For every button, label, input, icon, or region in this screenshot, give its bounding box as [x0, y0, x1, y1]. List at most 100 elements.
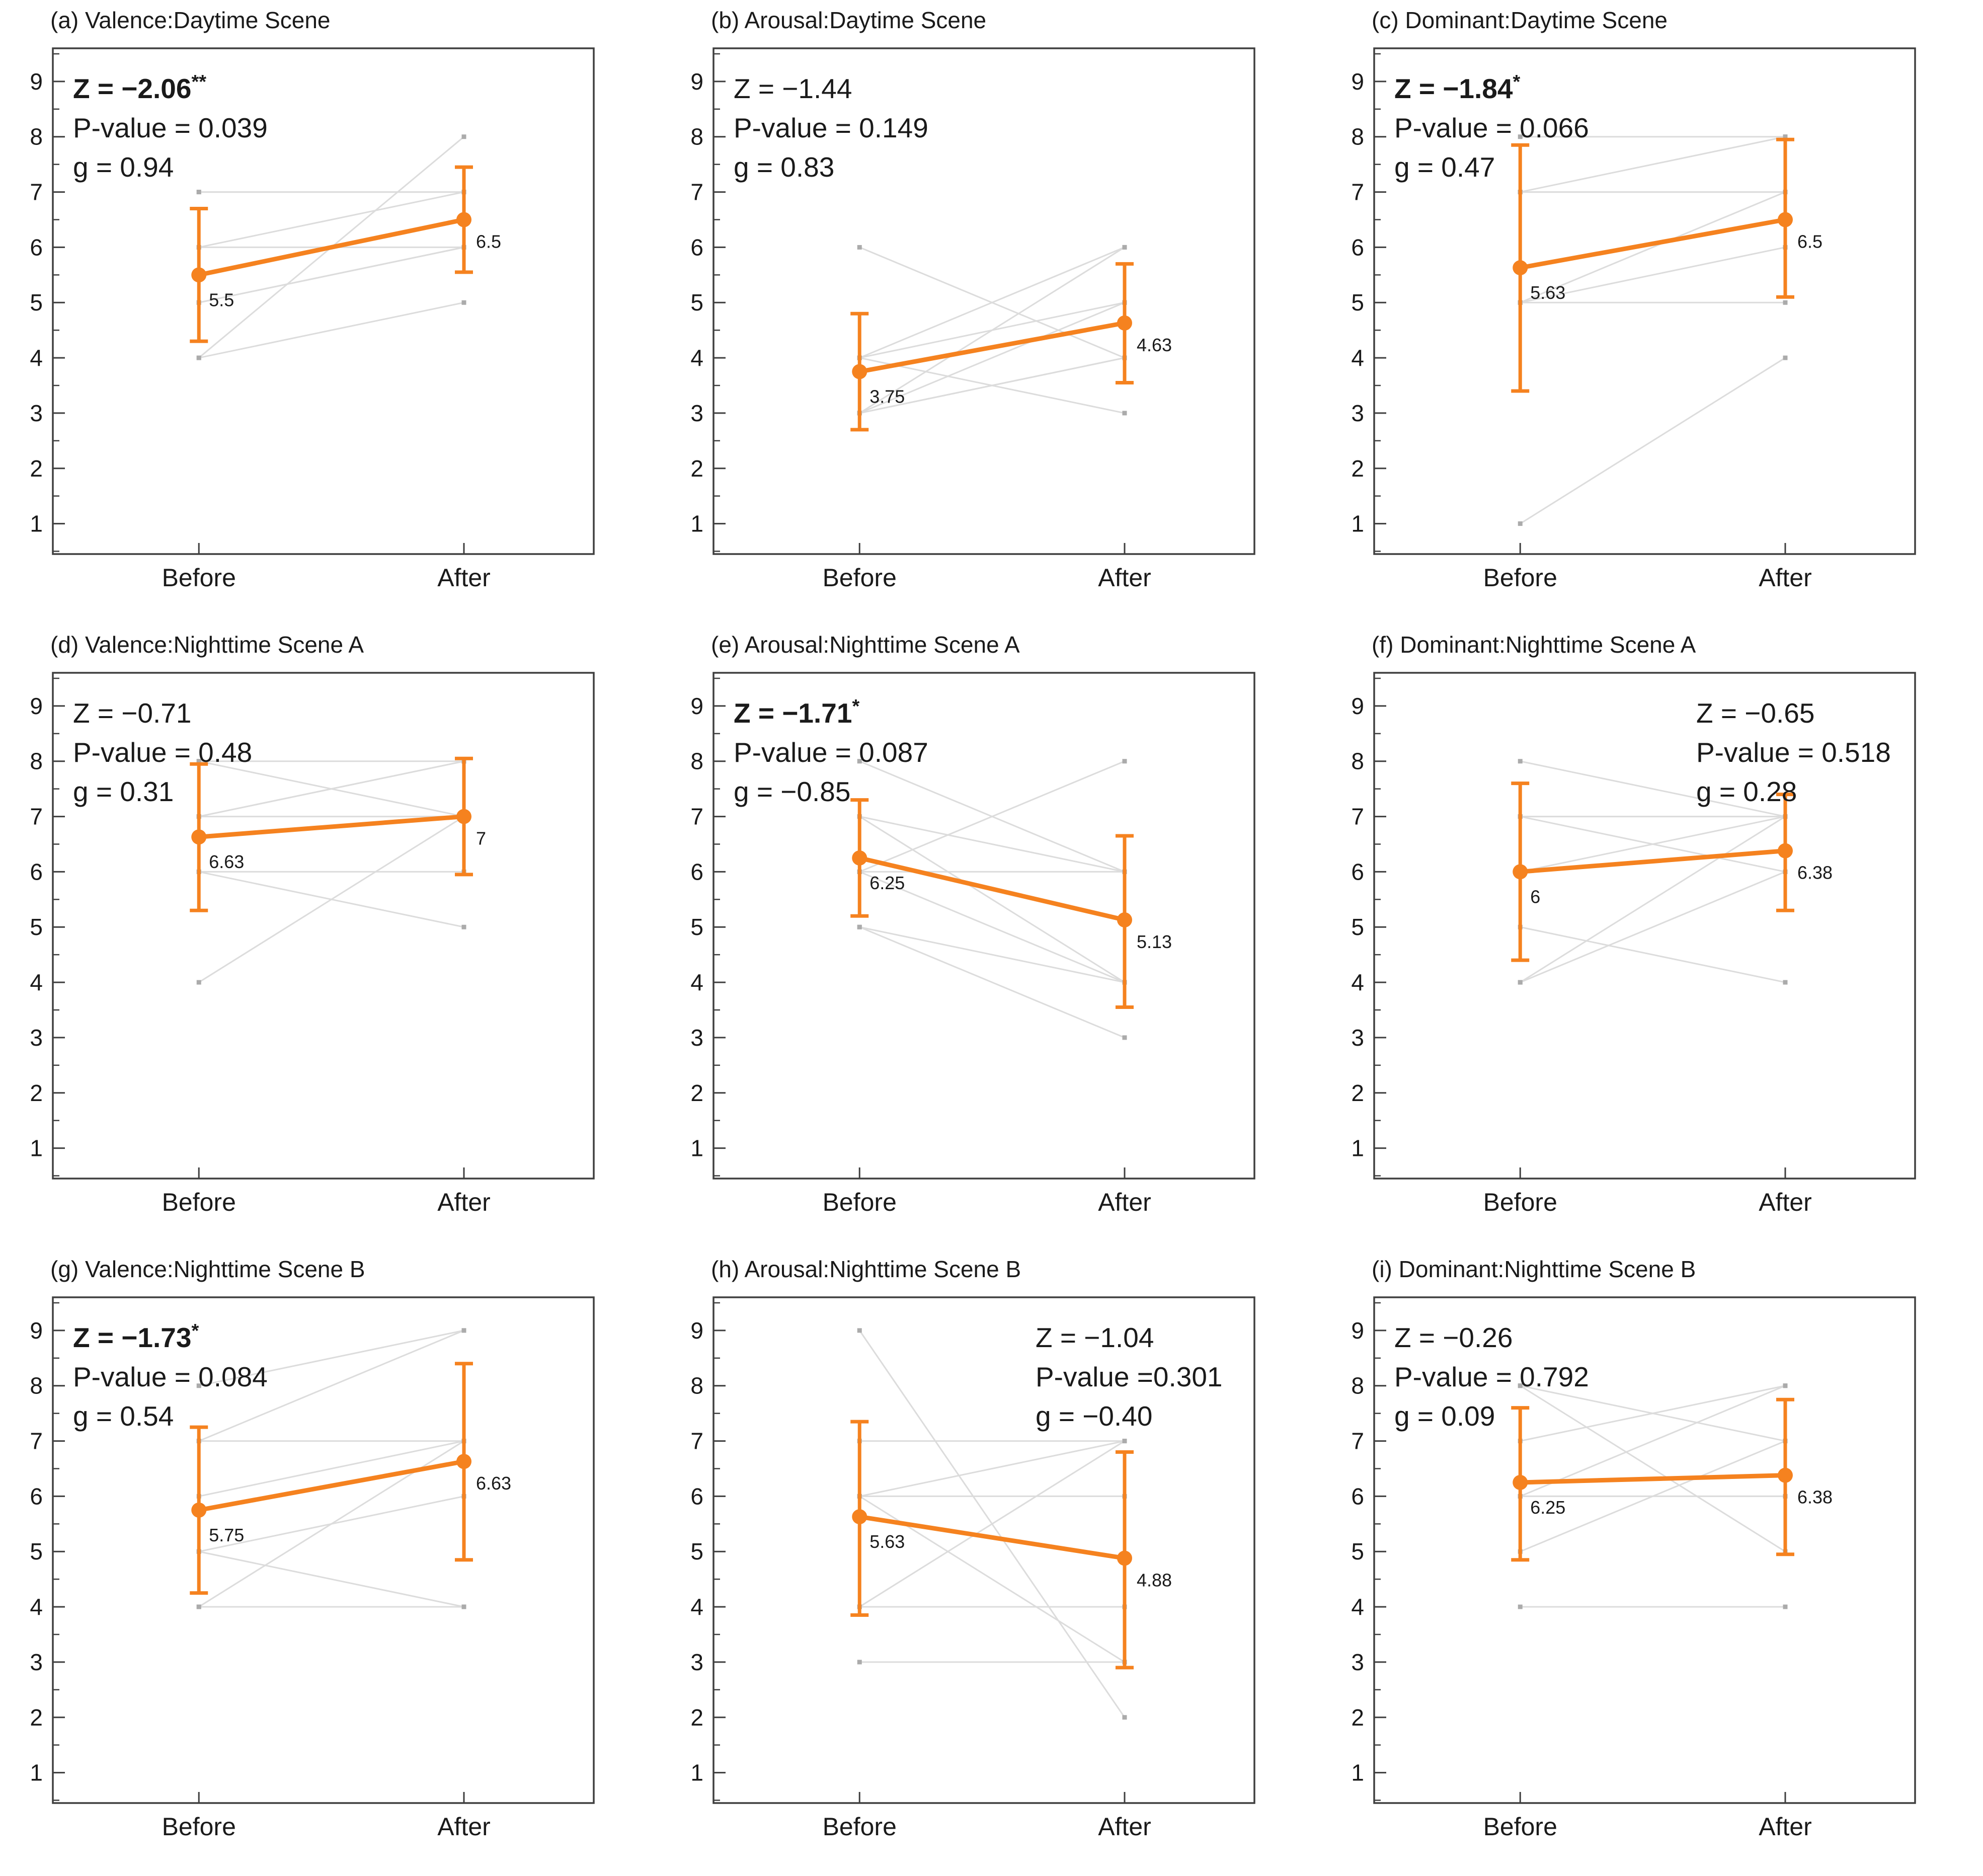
x-category-label-after: After	[1759, 1813, 1812, 1841]
y-tick-label: 3	[690, 1025, 703, 1051]
mean-line	[859, 855, 1126, 922]
mean-point-before	[191, 267, 207, 283]
y-tick-label: 5	[690, 1538, 703, 1565]
y-tick-label: 6	[30, 858, 43, 885]
individual-line	[198, 1330, 464, 1387]
mean-value-label-before: 6.63	[209, 851, 244, 872]
mean-point-before	[1513, 1474, 1528, 1490]
y-tick-label: 3	[1351, 1649, 1364, 1675]
subplot-svg-c: (c) Dominant:Daytime Scene 1 2 3 4 5 6 7 8 9 Befor…	[1351, 7, 1916, 592]
mean-value-label-after: 6.38	[1797, 1487, 1833, 1508]
individual-line	[859, 1440, 1125, 1608]
y-tick-label: 1	[1351, 1135, 1364, 1161]
subplot-svg-a: (a) Valence:Daytime Scene 1 2 3 4 5 6 7 8 9 Before…	[30, 7, 595, 592]
mean-point-before	[852, 1509, 867, 1525]
y-tick-label: 7	[1351, 1428, 1364, 1454]
mean-line	[859, 1514, 1125, 1560]
y-tick-label: 8	[690, 748, 703, 774]
individual-point-before	[1518, 759, 1523, 764]
stat-z-value: Z = −0.26	[1394, 1322, 1513, 1353]
stat-z-line: Z = −1.04	[1036, 1322, 1154, 1353]
y-tick-label: 5	[30, 289, 43, 316]
stat-z-value: Z = −2.06	[73, 73, 191, 104]
subplot-e: (e) Arousal:Nighttime Scene A 1 2 3 4 5 6 7 8 9 Be…	[661, 624, 1321, 1249]
individual-point-after	[1122, 1715, 1127, 1720]
panel-title: (h) Arousal:Nighttime Scene B	[711, 1256, 1021, 1282]
plot-frame	[712, 672, 1255, 1180]
y-tick-label: 8	[1351, 124, 1364, 150]
individual-line	[859, 926, 1125, 983]
plot-frame	[1373, 672, 1916, 1180]
individual-line	[1520, 926, 1786, 983]
stat-p-line: P-value = 0.039	[73, 112, 268, 143]
stat-z-value: Z = −1.73	[73, 1322, 191, 1353]
mean-point-before	[1513, 864, 1528, 880]
individual-point-after	[1783, 1383, 1788, 1388]
individual-point-before	[857, 759, 862, 764]
mean-value-label-before: 6.25	[869, 873, 905, 893]
mean-point-after	[1117, 315, 1132, 331]
stat-z-line: Z = −0.71	[73, 697, 191, 729]
y-tick-label: 8	[1351, 1373, 1364, 1399]
individual-line	[198, 816, 464, 983]
mean-line	[1520, 848, 1786, 874]
mean-point-after	[1117, 912, 1132, 927]
individual-line	[859, 357, 1125, 414]
individual-line	[859, 301, 1125, 414]
y-tick-label: 8	[1351, 748, 1364, 774]
mean-value-label-before: 5.63	[1530, 282, 1565, 303]
mean-value-label-before: 6.25	[1530, 1497, 1565, 1518]
mean-value-label-after: 4.88	[1137, 1570, 1172, 1590]
y-tick-label: 6	[1351, 858, 1364, 885]
mean-value-label-after: 6.5	[1797, 231, 1822, 252]
y-tick-label: 9	[30, 1317, 43, 1344]
y-tick-label: 2	[30, 455, 43, 482]
individual-line	[198, 301, 464, 359]
plot-frame	[52, 1296, 595, 1804]
stat-g-line: g = 0.31	[73, 776, 174, 807]
stat-p-line: P-value = 0.066	[1394, 112, 1589, 143]
stat-g-line: g = −0.85	[734, 776, 850, 807]
stat-p-line: P-value = 0.518	[1696, 737, 1891, 768]
individual-line	[859, 760, 1125, 873]
individual-point-before	[196, 1383, 201, 1388]
individual-point-before	[196, 190, 201, 195]
mean-value-label-before: 5.63	[869, 1531, 905, 1552]
y-tick-label: 9	[30, 68, 43, 95]
individual-line	[859, 816, 1125, 983]
y-tick-label: 9	[1351, 68, 1364, 95]
y-tick-label: 2	[30, 1080, 43, 1106]
y-tick-label: 1	[30, 1135, 43, 1161]
y-tick-label: 7	[1351, 804, 1364, 830]
individual-line	[859, 247, 1125, 414]
mean-value-label-after: 6.38	[1797, 863, 1833, 883]
stat-significance-stars: *	[191, 1320, 199, 1342]
individual-point-after	[1783, 134, 1788, 139]
y-tick-label: 1	[690, 1135, 703, 1161]
x-category-label-after: After	[1098, 1813, 1151, 1841]
individual-line	[1520, 357, 1786, 524]
stat-z-line: Z = −0.65	[1696, 697, 1814, 729]
individual-line	[1520, 760, 1786, 818]
y-tick-label: 9	[30, 693, 43, 719]
plot-frame	[1373, 47, 1916, 555]
y-tick-label: 3	[690, 1649, 703, 1675]
mean-line	[1520, 1473, 1786, 1485]
individual-point-after	[1783, 980, 1788, 985]
mean-line	[198, 814, 464, 839]
y-tick-label: 4	[30, 345, 43, 371]
subplot-b: (b) Arousal:Daytime Scene 1 2 3 4 5 6 7 8 9 Before…	[661, 0, 1321, 624]
x-category-label-before: Before	[162, 564, 236, 592]
subplot-i: (i) Dominant:Nighttime Scene B 1 2 3 4 5 6 7 8 9 B…	[1321, 1249, 1982, 1873]
individual-line	[1520, 816, 1786, 983]
y-tick-label: 5	[690, 289, 703, 316]
x-category-label-after: After	[1098, 1188, 1151, 1216]
y-tick-label: 9	[690, 1317, 703, 1344]
mean-point-after	[456, 1454, 471, 1469]
stat-p-line: P-value = 0.792	[1394, 1361, 1589, 1392]
panel-title: (a) Valence:Daytime Scene	[50, 7, 331, 33]
mean-point-before	[191, 829, 207, 845]
individual-line	[1520, 816, 1786, 873]
plot-frame	[52, 672, 595, 1180]
